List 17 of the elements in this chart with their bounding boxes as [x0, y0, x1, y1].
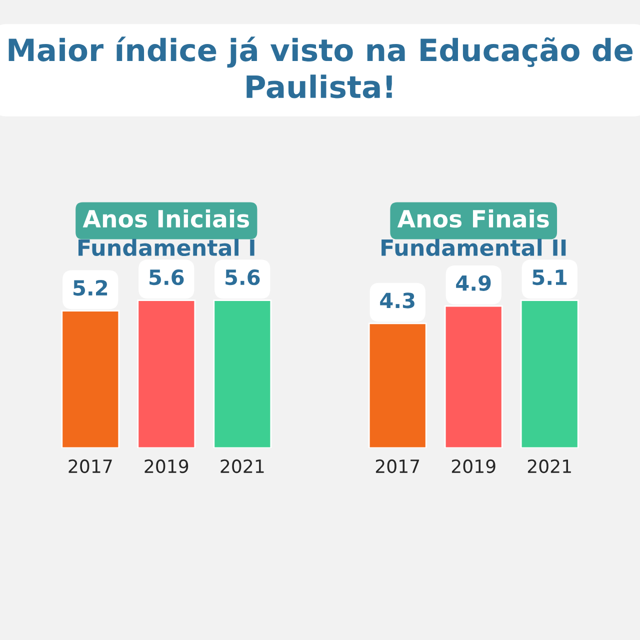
chart-title: Anos Iniciais: [82, 209, 249, 228]
x-tick-label: 2019: [452, 459, 496, 474]
x-tick-label: 2019: [144, 459, 188, 474]
data-label: 5.2: [74, 280, 108, 296]
data-label: 5.6: [150, 269, 184, 286]
data-label: 4.3: [380, 292, 414, 308]
text: Maior índice já visto na Educação de Paulista!: [8, 36, 633, 98]
chart-title: Anos Finais: [397, 209, 549, 228]
chart-subtitle: Fundamental I: [78, 238, 254, 256]
x-tick-label: 2021: [220, 459, 264, 474]
x-tick-label: 2021: [528, 459, 571, 474]
data-label: 4.9: [456, 275, 491, 291]
chart-subtitle: Fundamental II: [382, 238, 566, 256]
data-label: 5.6: [226, 269, 260, 286]
x-tick-label: 2017: [68, 459, 112, 474]
x-tick-label: 2017: [376, 459, 420, 474]
data-label: 5.1: [532, 270, 567, 286]
